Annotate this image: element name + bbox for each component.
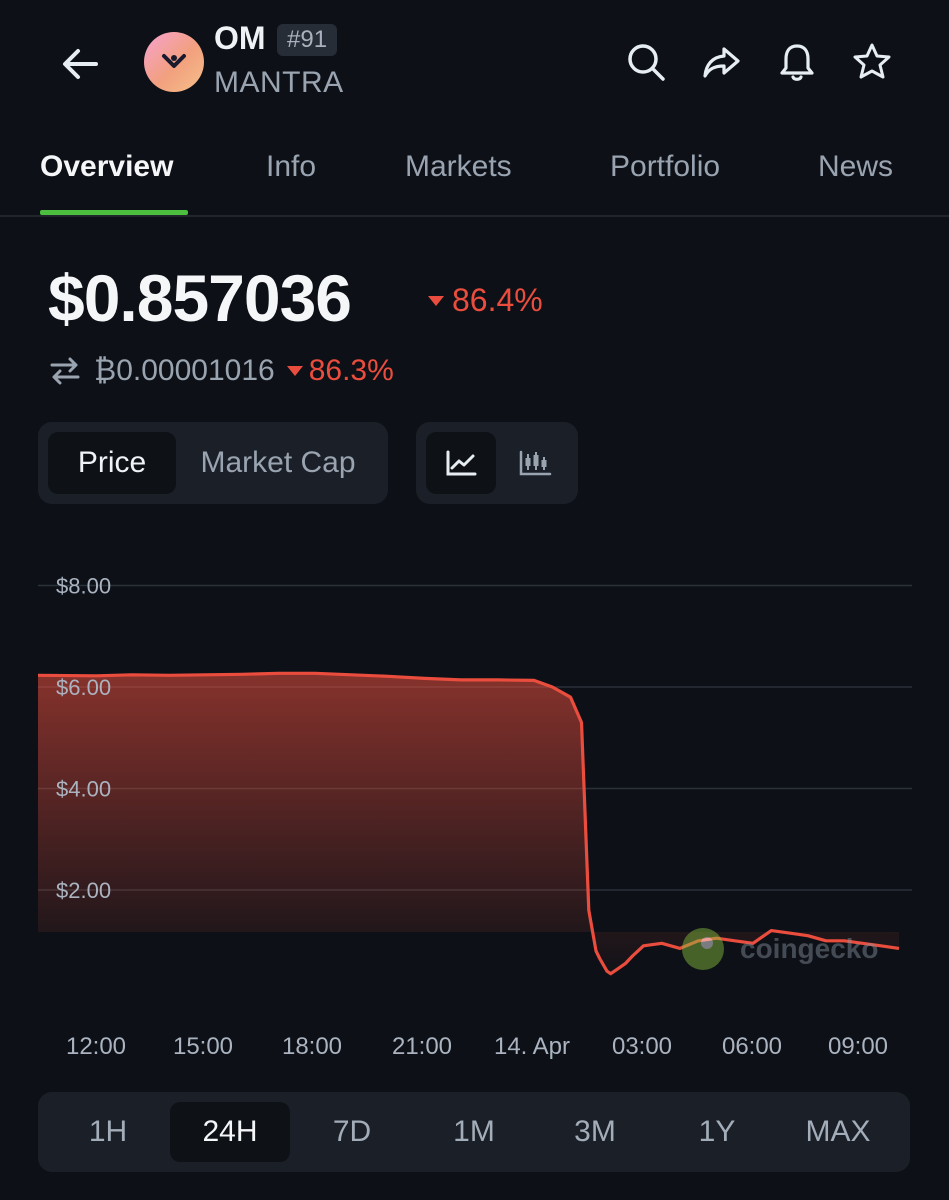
price-area-fill <box>38 673 899 974</box>
btc-price-row: ₿0.00001016 86.3% <box>48 354 394 388</box>
range-button-1y[interactable]: 1Y <box>698 1115 736 1148</box>
star-icon <box>853 43 891 79</box>
price-change-24h: 86.4% <box>428 282 543 319</box>
rank-badge: #91 <box>277 24 338 56</box>
mantra-logo-icon <box>162 54 186 68</box>
swap-arrows-icon[interactable] <box>48 354 82 388</box>
btc-price: ₿0.00001016 <box>94 354 275 387</box>
candlestick-chart-icon <box>519 450 552 476</box>
back-arrow-icon <box>63 49 98 79</box>
y-tick-label: $2.00 <box>56 878 111 903</box>
line-chart-button[interactable] <box>426 432 496 494</box>
price-toggle-button[interactable]: Price <box>48 432 176 494</box>
x-tick-label: 18:00 <box>282 1033 342 1060</box>
favorite-button[interactable] <box>848 38 896 86</box>
x-tick-label: 14. Apr <box>494 1033 570 1060</box>
btc-change-value: 86.3% <box>308 354 394 387</box>
share-button[interactable] <box>697 38 745 86</box>
watermark-text: coingecko <box>740 933 878 964</box>
chart-style-toggle <box>416 422 578 504</box>
time-range-selector: 1H 24H 7D 1M 3M 1Y MAX <box>38 1092 910 1172</box>
search-button[interactable] <box>622 38 670 86</box>
y-tick-label: $8.00 <box>56 574 111 599</box>
tab-overview[interactable]: Overview <box>40 150 174 183</box>
down-triangle-icon <box>286 366 303 376</box>
current-price: $0.857036 <box>48 261 352 335</box>
x-tick-label: 12:00 <box>66 1033 126 1060</box>
candlestick-chart-button[interactable] <box>500 432 570 494</box>
btc-price-change: 86.3% <box>286 354 394 388</box>
down-triangle-icon <box>428 295 444 306</box>
coin-symbol: OM <box>214 20 266 56</box>
range-button-1m[interactable]: 1M <box>453 1115 495 1148</box>
tab-news[interactable]: News <box>818 150 894 183</box>
tab-markets[interactable]: Markets <box>405 150 512 183</box>
x-tick-label: 09:00 <box>828 1033 888 1060</box>
share-icon <box>703 47 740 78</box>
coin-name: MANTRA <box>214 66 344 99</box>
price-line <box>37 671 900 976</box>
x-tick-label: 03:00 <box>612 1033 672 1060</box>
x-tick-label: 21:00 <box>392 1033 452 1060</box>
market-cap-toggle-button[interactable]: Market Cap <box>200 446 356 479</box>
coingecko-eye-icon <box>701 937 713 949</box>
back-button[interactable] <box>52 36 108 92</box>
coingecko-watermark: coingecko <box>682 928 878 970</box>
tab-portfolio[interactable]: Portfolio <box>610 150 721 183</box>
x-tick-label: 06:00 <box>722 1033 782 1060</box>
search-icon <box>628 44 665 81</box>
range-button-3m[interactable]: 3M <box>574 1115 616 1148</box>
x-tick-label: 15:00 <box>173 1033 233 1060</box>
range-button-7d[interactable]: 7D <box>332 1115 372 1148</box>
tab-info[interactable]: Info <box>266 150 317 183</box>
price-change-value: 86.4% <box>452 282 543 318</box>
range-button-24h[interactable]: 24H <box>170 1102 290 1162</box>
range-button-max[interactable]: MAX <box>805 1115 871 1148</box>
tab-divider <box>0 215 949 217</box>
range-button-1h[interactable]: 1H <box>88 1115 128 1148</box>
y-tick-label: $4.00 <box>56 777 111 802</box>
y-tick-label: $6.00 <box>56 675 111 700</box>
bell-icon <box>780 44 814 81</box>
coin-logo <box>144 32 204 92</box>
coingecko-logo-icon <box>682 928 724 970</box>
chart-metric-toggle: Price Market Cap <box>38 422 388 504</box>
alerts-button[interactable] <box>773 38 821 86</box>
price-chart[interactable]: $8.00 $6.00 $4.00 $2.00 coingecko 12:00 15:00 1… <box>0 560 949 1080</box>
line-chart-icon <box>446 450 477 476</box>
active-tab-indicator <box>40 210 188 215</box>
